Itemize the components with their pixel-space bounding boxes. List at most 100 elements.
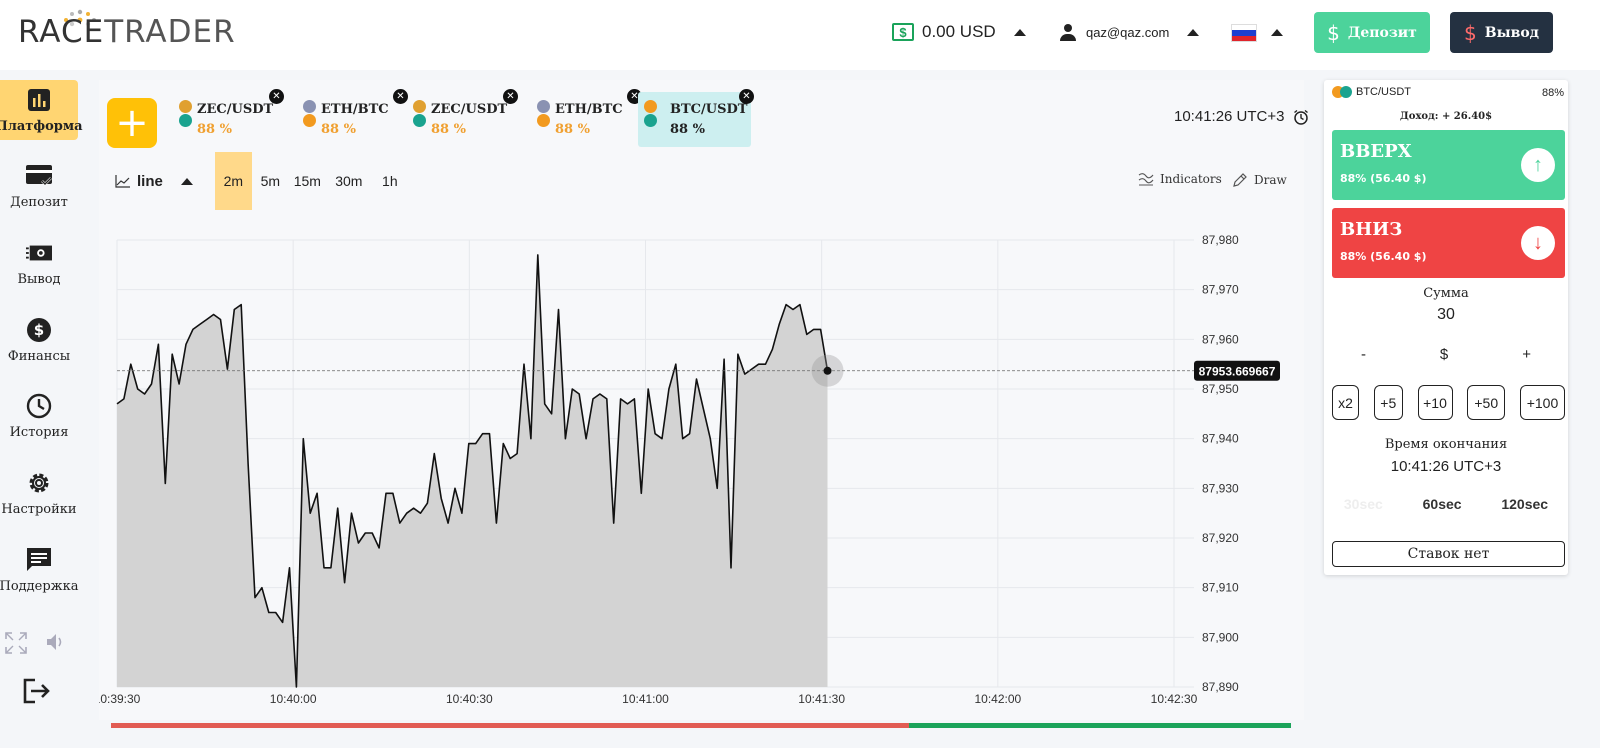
y-tick-label: 87,960: [1202, 332, 1239, 346]
duration-120sec[interactable]: 120sec: [1501, 496, 1549, 512]
usdt-coin-icon: [179, 114, 192, 127]
current-price-point: [823, 366, 832, 375]
y-tick-label: 87,890: [1202, 680, 1239, 694]
draw-button[interactable]: Draw: [1232, 172, 1287, 188]
balance-value: 0.00 USD: [922, 22, 996, 41]
tab-btc-usdt[interactable]: BTC/USDT 88 % ✕: [638, 89, 754, 147]
line-chart-icon: [115, 175, 130, 188]
amount-value[interactable]: 30: [1437, 306, 1455, 323]
price-chart[interactable]: 87,980 87,970 87,960 87,950 87,940 87,930 87,9…: [99, 225, 1299, 710]
btc-coin-icon: [644, 100, 657, 113]
tab-eth-btc-2[interactable]: ETH/BTC 88 % ✕: [531, 89, 644, 147]
chip-plus100[interactable]: +100: [1520, 385, 1565, 420]
x-tick-label: 10:41:30: [798, 692, 845, 706]
sidebar-item-platform[interactable]: Платформа: [0, 80, 83, 140]
chip-plus10[interactable]: +10: [1417, 385, 1453, 420]
amount-increase-button[interactable]: +: [1522, 346, 1531, 363]
user-menu[interactable]: qaz@qaz.com: [1060, 24, 1200, 41]
duration-60sec[interactable]: 60sec: [1422, 496, 1462, 512]
panel-payout-pct: 88%: [1541, 87, 1564, 99]
logo-dots-icon: [64, 9, 96, 27]
timeframe-30m[interactable]: 30m: [335, 173, 363, 189]
expiry-value: 10:41:26 UTC+3: [1390, 458, 1502, 475]
sidebar-item-support[interactable]: Поддержка: [0, 540, 79, 600]
caret-up-icon[interactable]: [1271, 29, 1283, 36]
y-tick-label: 87,930: [1202, 481, 1239, 495]
tab-eth-btc[interactable]: ETH/BTC 88 % ✕: [297, 89, 410, 147]
server-time: 10:41:26 UTC+3: [1174, 108, 1309, 125]
sidebar-item-history[interactable]: История: [0, 386, 78, 446]
clock-icon: [26, 393, 52, 419]
expiry-label: Время окончания: [1384, 437, 1508, 452]
sound-icon[interactable]: [46, 633, 66, 651]
sidebar-item-withdraw[interactable]: Вывод: [0, 233, 78, 293]
balance-selector[interactable]: $ 0.00 USD: [892, 22, 1026, 42]
progress-remaining: [909, 723, 1291, 728]
duration-30sec[interactable]: 30sec: [1343, 496, 1383, 512]
chip-x2[interactable]: x2: [1332, 385, 1359, 420]
sidebar: Платформа Депозит Вывод $ Финансы Истори…: [0, 80, 83, 748]
x-tick-label: 10:42:00: [974, 692, 1021, 706]
eth-coin-icon: [537, 100, 550, 113]
deposit-button[interactable]: $ Депозит: [1314, 12, 1430, 53]
indicators-button[interactable]: Indicators: [1138, 172, 1222, 186]
y-tick-label: 87,970: [1202, 283, 1239, 297]
timeframe-1h[interactable]: 1h: [382, 173, 398, 189]
chat-icon: [26, 547, 52, 573]
currency-symbol: $: [1439, 346, 1449, 363]
chip-plus50[interactable]: +50: [1467, 385, 1506, 420]
header: RACETRADER $ 0.00 USD qaz@qaz.com $ Депо…: [0, 0, 1600, 70]
series-line: [116, 254, 829, 688]
timeframe-15m[interactable]: 15m: [293, 173, 321, 189]
fullscreen-icon[interactable]: [5, 632, 27, 654]
y-tick-label: 87,980: [1202, 233, 1239, 247]
logout-icon[interactable]: [23, 678, 51, 704]
withdraw-button[interactable]: $ Вывод: [1450, 12, 1553, 53]
y-tick-label: 87,950: [1202, 382, 1239, 396]
close-icon[interactable]: ✕: [393, 89, 408, 104]
language-flag-icon[interactable]: [1231, 24, 1257, 42]
btc-coin-icon: [537, 114, 550, 127]
sidebar-item-finance[interactable]: $ Финансы: [0, 310, 78, 370]
zec-coin-icon: [179, 100, 192, 113]
chip-plus5[interactable]: +5: [1373, 385, 1403, 420]
x-tick-label: 10:40:00: [270, 692, 317, 706]
y-tick-label: 87,920: [1202, 531, 1239, 545]
close-icon[interactable]: ✕: [269, 89, 284, 104]
close-icon[interactable]: ✕: [739, 89, 754, 104]
x-tick-label: 10:42:30: [1151, 692, 1198, 706]
y-tick-label: 87,910: [1202, 581, 1239, 595]
current-price-tag-bg: [1194, 360, 1280, 381]
x-tick-label: 10:40:30: [446, 692, 493, 706]
user-email: qaz@qaz.com: [1086, 25, 1170, 40]
y-tick-label: 87,940: [1202, 432, 1239, 446]
x-tick-label: 10:41:00: [622, 692, 669, 706]
zec-coin-icon: [413, 100, 426, 113]
timeframe-2m[interactable]: 2m: [214, 152, 252, 210]
alarm-clock-icon[interactable]: [1293, 109, 1309, 125]
usdt-coin-icon: [644, 114, 657, 127]
panel-income: Доход: + 26.40$: [1399, 111, 1493, 122]
eth-coin-icon: [303, 100, 316, 113]
sidebar-item-deposit[interactable]: Депозит: [0, 156, 78, 216]
amount-decrease-button[interactable]: -: [1360, 346, 1366, 363]
down-button[interactable]: ВНИЗ 88% (56.40 $) ↓: [1332, 208, 1565, 278]
arrow-up-icon: ↑: [1521, 148, 1555, 182]
close-icon[interactable]: ✕: [503, 89, 518, 104]
usdt-coin-icon: [413, 114, 426, 127]
tab-zec-usdt-2[interactable]: ZEC/USDT 88 % ✕: [407, 89, 520, 147]
up-button[interactable]: ВВЕРХ 88% (56.40 $) ↑: [1332, 130, 1565, 200]
sidebar-item-settings[interactable]: Настройки: [0, 463, 78, 523]
chart-type-selector[interactable]: line: [115, 173, 193, 190]
logo[interactable]: RACETRADER: [18, 14, 236, 50]
add-asset-button[interactable]: +: [107, 98, 157, 148]
btc-coin-icon: [303, 114, 316, 127]
no-bets-status: Ставок нет: [1332, 541, 1565, 567]
amount-chips: x2 +5 +10 +50 +100: [1332, 385, 1565, 420]
chart-bar-icon: [26, 87, 52, 113]
timeframe-5m[interactable]: 5m: [260, 173, 281, 189]
caret-up-icon: [1187, 29, 1200, 36]
tab-zec-usdt[interactable]: ZEC/USDT 88 % ✕: [173, 89, 286, 147]
sidebar-tools: [0, 630, 78, 670]
chart-toolbar: line 2m 5m 15m 30m 1h: [115, 152, 408, 210]
